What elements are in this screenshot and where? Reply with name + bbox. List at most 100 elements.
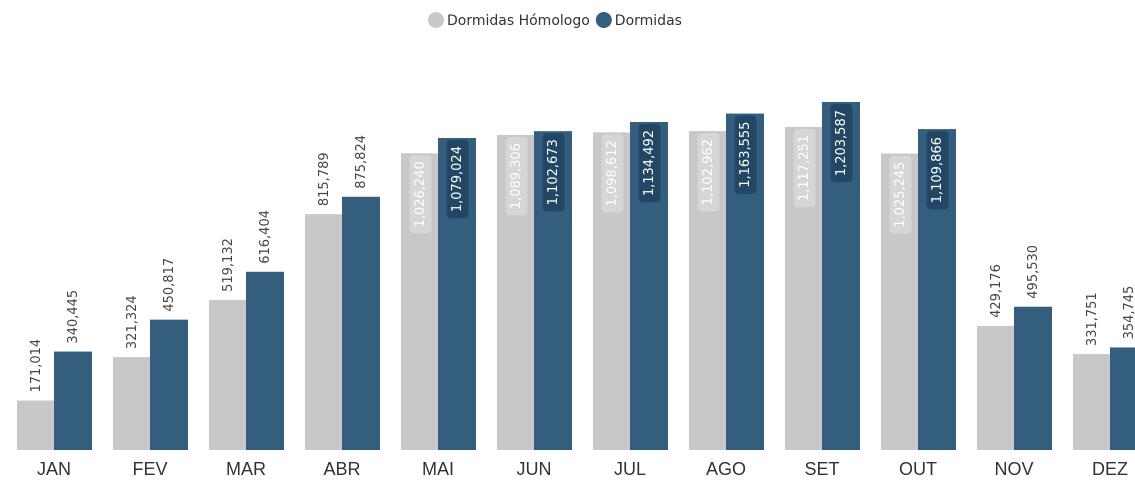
data-label-group: 171,014: [29, 339, 44, 393]
bar: [1073, 354, 1110, 450]
data-label: 354,745: [1122, 286, 1135, 340]
x-tick-label: MAI: [422, 459, 454, 479]
data-label: 495,530: [1026, 245, 1041, 299]
bar: [630, 121, 668, 450]
legend-marker: [595, 12, 612, 28]
data-label-group: 1,117,251: [793, 128, 816, 208]
data-label-bg: [830, 104, 853, 183]
bar: [593, 132, 630, 450]
data-label-group: 815,789: [317, 152, 332, 206]
data-label-group: 875,824: [354, 135, 369, 189]
data-label-group: 1,102,673: [542, 133, 565, 212]
bar: [1110, 347, 1135, 450]
bar: [497, 135, 534, 450]
data-label-group: 340,445: [66, 290, 81, 344]
data-label-bg: [734, 115, 757, 194]
data-label-group: 1,102,962: [697, 133, 720, 212]
bar: [54, 351, 92, 450]
data-label-group: 519,132: [221, 238, 236, 292]
bar: [822, 102, 860, 450]
data-label-bg: [446, 140, 469, 219]
data-label: 1,102,673: [546, 139, 561, 205]
data-label: 519,132: [221, 238, 236, 292]
bar: [401, 153, 438, 451]
data-label-bg: [889, 155, 912, 234]
data-label-bg: [697, 133, 720, 212]
data-label-group: 1,098,612: [601, 134, 624, 213]
data-label: 1,025,245: [893, 162, 908, 228]
data-label: 429,176: [989, 264, 1004, 318]
x-tick-label: ABR: [323, 459, 360, 479]
x-tick-label: OUT: [899, 459, 937, 479]
data-label: 1,134,492: [642, 130, 657, 196]
bar: [881, 153, 918, 450]
legend-label: Dormidas: [615, 13, 682, 29]
data-label: 1,109,866: [930, 137, 945, 203]
legend-label: Dormidas Hómologo: [447, 13, 590, 29]
x-tick-label: JAN: [37, 459, 71, 479]
data-label-group: 1,134,492: [638, 123, 661, 203]
data-label-group: 616,404: [258, 210, 273, 264]
data-label: 1,079,024: [450, 146, 465, 212]
data-label-group: 1,089,306: [505, 137, 528, 216]
data-label-bg: [638, 123, 661, 203]
data-label: 1,203,587: [834, 110, 849, 176]
bar: [246, 271, 284, 450]
x-tick-label: FEV: [132, 459, 167, 479]
data-label: 1,117,251: [797, 135, 812, 201]
bar: [785, 126, 822, 450]
x-tick-label: MAR: [226, 459, 266, 479]
bar: [113, 357, 150, 450]
data-label-bg: [505, 137, 528, 216]
data-label-group: 354,745: [1122, 286, 1135, 340]
data-label-bg: [926, 131, 949, 210]
x-tick-label: JUN: [517, 459, 552, 479]
data-label-group: 331,751: [1085, 292, 1100, 346]
data-label: 616,404: [258, 210, 273, 264]
bar: [438, 138, 476, 450]
bar: [150, 319, 188, 450]
bar: [1014, 306, 1052, 450]
bar: [17, 400, 54, 450]
bar: [534, 131, 572, 450]
data-label: 1,098,612: [605, 140, 620, 206]
data-label: 1,163,555: [738, 122, 753, 188]
bar: [977, 325, 1014, 450]
bar: [918, 129, 956, 450]
data-label: 450,817: [162, 258, 177, 312]
data-label-group: 1,109,866: [926, 131, 949, 210]
x-tick-label: AGO: [706, 459, 746, 479]
data-label-bg: [409, 155, 432, 234]
data-label-bg: [793, 128, 816, 208]
data-label: 321,324: [125, 295, 140, 349]
legend-marker: [428, 12, 444, 28]
bar: [342, 196, 380, 450]
data-label-group: 495,530: [1026, 245, 1041, 299]
data-label-group: 321,324: [125, 295, 140, 349]
data-label-bg: [601, 134, 624, 213]
data-label-group: 450,817: [162, 258, 177, 312]
bar: [726, 113, 764, 451]
data-label-group: 1,163,555: [734, 115, 757, 194]
data-label-group: 1,079,024: [446, 140, 469, 219]
data-label: 815,789: [317, 152, 332, 206]
data-label: 340,445: [66, 290, 81, 344]
data-label: 171,014: [29, 339, 44, 393]
x-tick-label: DEZ: [1092, 459, 1128, 479]
x-tick-label: SET: [804, 459, 839, 479]
data-label: 1,102,962: [701, 139, 716, 205]
data-label: 331,751: [1085, 292, 1100, 346]
bar: [689, 131, 726, 450]
data-label-bg: [542, 133, 565, 212]
bar: [305, 214, 342, 450]
x-tick-label: NOV: [994, 459, 1033, 479]
data-label-group: 1,025,245: [889, 155, 912, 234]
data-label: 1,089,306: [509, 143, 524, 209]
bar: [209, 299, 246, 450]
data-label-group: 1,203,587: [830, 104, 853, 183]
data-label: 1,026,240: [413, 161, 428, 227]
data-label: 875,824: [354, 135, 369, 189]
data-label-group: 429,176: [989, 264, 1004, 318]
data-label-group: 1,026,240: [409, 155, 432, 234]
